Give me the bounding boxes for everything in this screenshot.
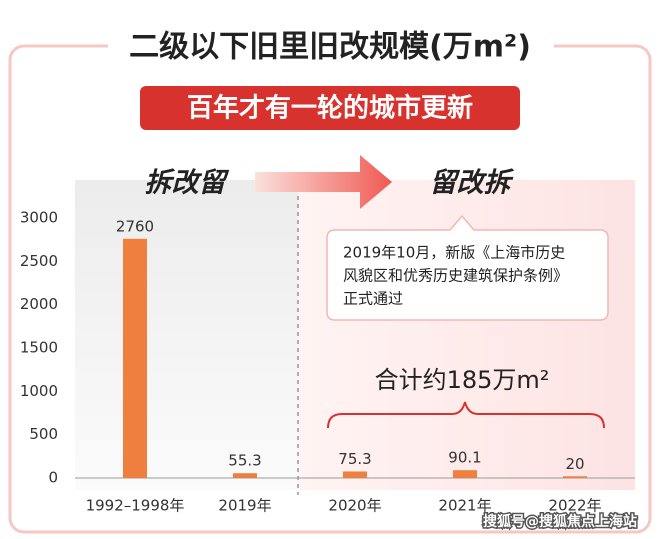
y-tick-label: 2000 (20, 295, 58, 313)
value-label: 75.3 (338, 450, 371, 468)
x-tick-label: 2022年 (548, 497, 601, 515)
note-line: 2019年10月，新版《上海市历史 (343, 244, 565, 262)
x-tick-label: 1992–1998年 (86, 497, 185, 515)
chart-title: 二级以下旧里旧改规模(万m²) (129, 30, 531, 65)
phase-label: 拆改留 (145, 168, 230, 199)
banner-bg (140, 86, 520, 130)
note-line: 风貌区和优秀历史建筑保护条例》 (343, 267, 568, 285)
note-line: 正式通过 (343, 290, 403, 308)
y-tick-label: 500 (29, 425, 58, 443)
value-label: 2760 (116, 217, 154, 235)
x-tick-label: 2021年 (438, 497, 491, 515)
y-tick-label: 2500 (20, 252, 58, 270)
bar (233, 473, 257, 478)
total-label: 合计约185万m² (375, 366, 550, 394)
x-tick-label: 2019年 (218, 497, 271, 515)
title-bg (108, 26, 554, 70)
value-label: 20 (565, 455, 584, 473)
value-label: 55.3 (228, 452, 261, 470)
phase-label: 留改拆 (430, 168, 515, 199)
x-tick-label: 2020年 (328, 497, 381, 515)
note-box (326, 214, 609, 321)
bar (563, 476, 587, 478)
left-bg (75, 180, 298, 490)
y-tick-label: 0 (48, 469, 58, 487)
banner: 百年才有一轮的城市更新 (187, 93, 473, 124)
y-tick-label: 1500 (20, 339, 58, 357)
value-label: 90.1 (448, 449, 481, 467)
bar (343, 471, 367, 478)
arrow (255, 155, 392, 209)
watermark: 搜狐号@搜狐焦点上海站 (483, 513, 637, 530)
brace (327, 401, 605, 429)
y-tick-label: 1000 (20, 382, 58, 400)
bar (453, 470, 477, 478)
bar (123, 238, 147, 478)
y-tick-label: 3000 (20, 209, 58, 227)
